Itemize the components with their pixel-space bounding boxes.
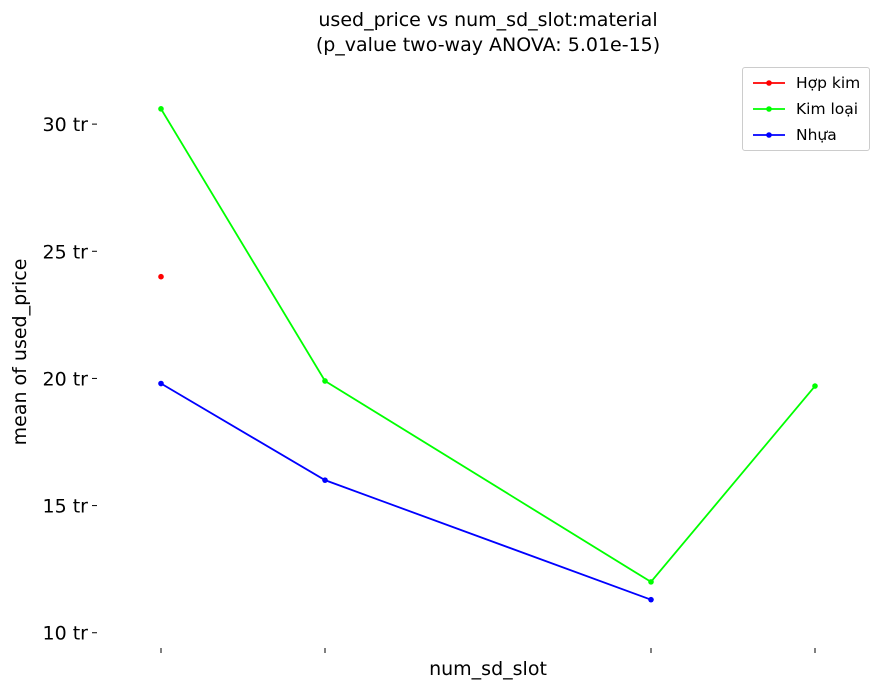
y-tick-label: 25 tr xyxy=(43,241,89,263)
data-point-kim-loai xyxy=(812,383,818,389)
data-point-kim-loai xyxy=(648,579,654,585)
chart-title-line1: used_price vs num_sd_slot:material xyxy=(318,9,657,31)
data-point-nhua xyxy=(158,380,164,387)
y-tick-label: 30 tr xyxy=(43,114,89,136)
y-tick-label: 15 tr xyxy=(43,496,89,518)
legend-swatch-hop-kim xyxy=(753,80,785,86)
legend-swatch-nhua xyxy=(753,132,785,138)
series-line-kim-loai xyxy=(160,108,816,584)
plot-area xyxy=(158,106,818,603)
legend-label: Hợp kim xyxy=(796,74,861,92)
data-point-hop-kim xyxy=(158,273,164,280)
legend-swatch-kim-loai xyxy=(753,106,785,112)
y-axis: 10 tr 15 tr 20 tr 25 tr 30 tr xyxy=(43,114,97,645)
legend-item-nhua: Nhựa xyxy=(743,124,869,146)
chart-title-line2: (p_value two-way ANOVA: 5.01e-15) xyxy=(316,34,660,56)
data-point-kim-loai xyxy=(322,378,328,384)
data-point-kim-loai xyxy=(158,106,164,112)
legend-item-hop-kim: Hợp kim xyxy=(743,72,869,94)
y-axis-label: mean of used_price xyxy=(9,259,31,446)
series-line-nhua xyxy=(160,382,652,601)
y-tick-label: 20 tr xyxy=(43,368,89,390)
x-axis-label: num_sd_slot xyxy=(429,658,547,680)
legend-label: Kim loại xyxy=(796,100,859,118)
x-axis xyxy=(160,648,816,653)
legend: Hợp kim Kim loại Nhựa xyxy=(742,67,870,151)
legend-label: Nhựa xyxy=(796,126,837,144)
y-tick-label: 10 tr xyxy=(43,623,89,645)
legend-item-kim-loai: Kim loại xyxy=(743,98,869,120)
data-point-nhua xyxy=(322,477,328,483)
data-point-nhua xyxy=(648,596,654,603)
